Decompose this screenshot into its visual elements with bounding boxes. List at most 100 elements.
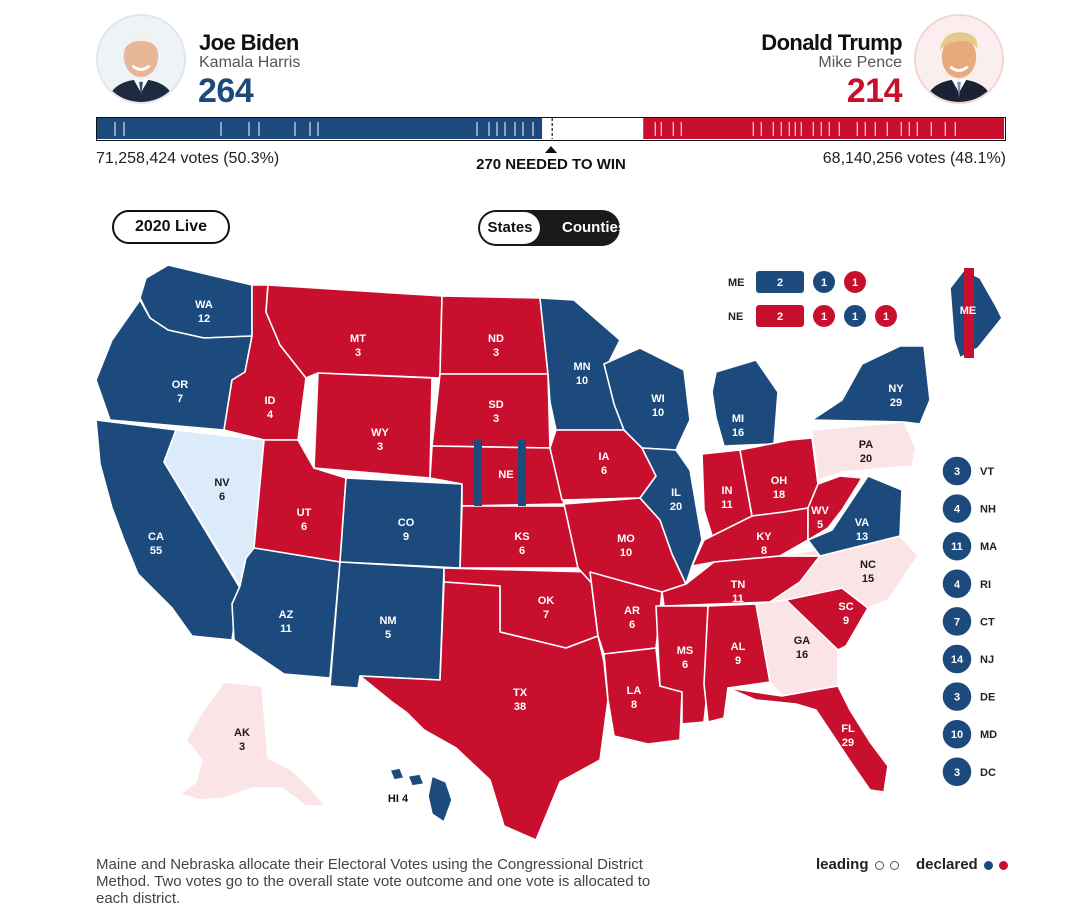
state-ev-al: 9 <box>735 655 741 667</box>
state-label-tx: TX <box>513 687 528 699</box>
legend-declared: declared <box>916 856 1009 873</box>
state-label-or: OR <box>172 379 189 391</box>
state-ev-mn: 10 <box>576 375 588 387</box>
me-district-stripe <box>964 268 974 358</box>
state-label-wy: WY <box>371 427 389 439</box>
states-counties-toggle[interactable]: States Counties <box>478 210 620 246</box>
small-state-ev-de: 3 <box>954 692 960 704</box>
small-state-circle-ma <box>941 530 973 562</box>
state-label-ms: MS <box>677 645 694 657</box>
legend-leading-label: leading <box>816 856 869 873</box>
small-state-ev-ct: 7 <box>954 616 960 628</box>
state-ev-sc: 9 <box>843 615 849 627</box>
split-label-me: ME <box>728 277 745 289</box>
state-label-oh: OH <box>771 475 788 487</box>
state-label-ny: NY <box>888 383 904 395</box>
year-select-button[interactable]: 2020 Live <box>112 210 230 244</box>
state-ev-wv: 5 <box>817 519 823 531</box>
small-state-label-de: DE <box>980 692 995 704</box>
state-ev-nv: 6 <box>219 491 225 503</box>
state-pa <box>811 421 917 481</box>
electoral-bar-graphic <box>97 118 1004 139</box>
state-ak <box>179 681 327 807</box>
state-ev-az: 11 <box>280 623 292 635</box>
state-label-ok: OK <box>538 595 555 607</box>
state-label-il: IL <box>671 487 681 499</box>
state-sd <box>431 373 551 449</box>
small-state-label-ct: CT <box>980 616 995 628</box>
split-district-ev: 1 <box>821 277 827 289</box>
toggle-states[interactable]: States <box>480 212 540 244</box>
small-state-circle-de <box>941 680 973 713</box>
state-label-nm: NM <box>379 615 396 627</box>
small-state-ev-vt: 3 <box>954 466 960 478</box>
state-wv <box>807 475 863 541</box>
state-ev-va: 13 <box>856 531 868 543</box>
split-district-me <box>843 270 867 294</box>
state-fl <box>727 685 889 793</box>
state-label-la: LA <box>627 685 642 697</box>
trump-name: Donald Trump <box>761 30 902 55</box>
state-ev-mt: 3 <box>355 347 361 359</box>
state-ev-nm: 5 <box>385 629 391 641</box>
biden-popular-votes: 71,258,424 votes (50.3%) <box>96 150 280 167</box>
state-ev-id: 4 <box>267 409 274 421</box>
toggle-counties[interactable]: Counties <box>562 219 620 236</box>
state-ev-oh: 18 <box>773 489 785 501</box>
small-state-label-dc: DC <box>980 767 996 779</box>
state-ev-sd: 3 <box>493 413 499 425</box>
state-label-wi: WI <box>651 393 664 405</box>
small-state-circle-nh <box>941 492 973 525</box>
biden-running-mate: Kamala Harris <box>199 54 301 71</box>
state-ev-co: 9 <box>403 531 409 543</box>
biden-name: Joe Biden <box>199 30 299 55</box>
state-ev-ny: 29 <box>890 397 902 409</box>
state-label-ga: GA <box>794 635 811 647</box>
state-ev-ca: 55 <box>150 545 162 557</box>
split-district-ev: 1 <box>852 311 858 323</box>
split-district-me <box>812 270 836 294</box>
state-ev-ok: 7 <box>543 609 549 621</box>
state-label-mn: MN <box>573 361 590 373</box>
split-district-ne <box>874 304 898 328</box>
split-statewide-ne <box>756 305 804 327</box>
state-label-wv: WV <box>811 505 829 517</box>
trump-popular-votes: 68,140,256 votes (48.1%) <box>822 150 1006 167</box>
state-ev-ut: 6 <box>301 521 307 533</box>
state-ev-ks: 6 <box>519 545 525 557</box>
small-state-label-ri: RI <box>980 579 991 591</box>
threshold-label: 270 NEEDED TO WIN <box>476 156 626 173</box>
state-la <box>603 647 683 745</box>
leading-rep-dot <box>889 860 899 870</box>
declared-dem-dot <box>983 860 993 870</box>
legend-leading: leading <box>816 856 899 873</box>
state-ev-or: 7 <box>177 393 183 405</box>
state-label-mo: MO <box>617 533 635 545</box>
state-label-sc: SC <box>838 601 853 613</box>
state-ev-wy: 3 <box>377 441 383 453</box>
state-ev-tn: 11 <box>732 593 744 605</box>
state-label-mi: MI <box>732 413 744 425</box>
state-mi <box>711 359 779 447</box>
state-label-ne: NE <box>498 469 513 481</box>
split-district-ne <box>812 304 836 328</box>
state-label-ak: AK <box>234 727 250 739</box>
state-label-ks: KS <box>514 531 529 543</box>
biden-electoral-votes: 264 <box>198 72 254 110</box>
declared-rep-dot <box>999 860 1009 870</box>
split-statewide-me <box>756 271 804 293</box>
state-label-ar: AR <box>624 605 640 617</box>
state-label-nv: NV <box>214 477 230 489</box>
legend-declared-label: declared <box>916 856 978 873</box>
small-state-circle-ct <box>941 605 973 638</box>
small-state-label-nh: NH <box>980 504 996 516</box>
state-label-in: IN <box>722 485 733 497</box>
split-district-ne <box>843 304 867 328</box>
small-state-circle-md <box>941 718 973 750</box>
state-label-al: AL <box>731 641 746 653</box>
trump-avatar <box>914 14 1004 104</box>
state-ny <box>811 345 931 425</box>
leading-dem-dot <box>874 860 884 870</box>
state-ev-ak: 3 <box>239 741 245 753</box>
